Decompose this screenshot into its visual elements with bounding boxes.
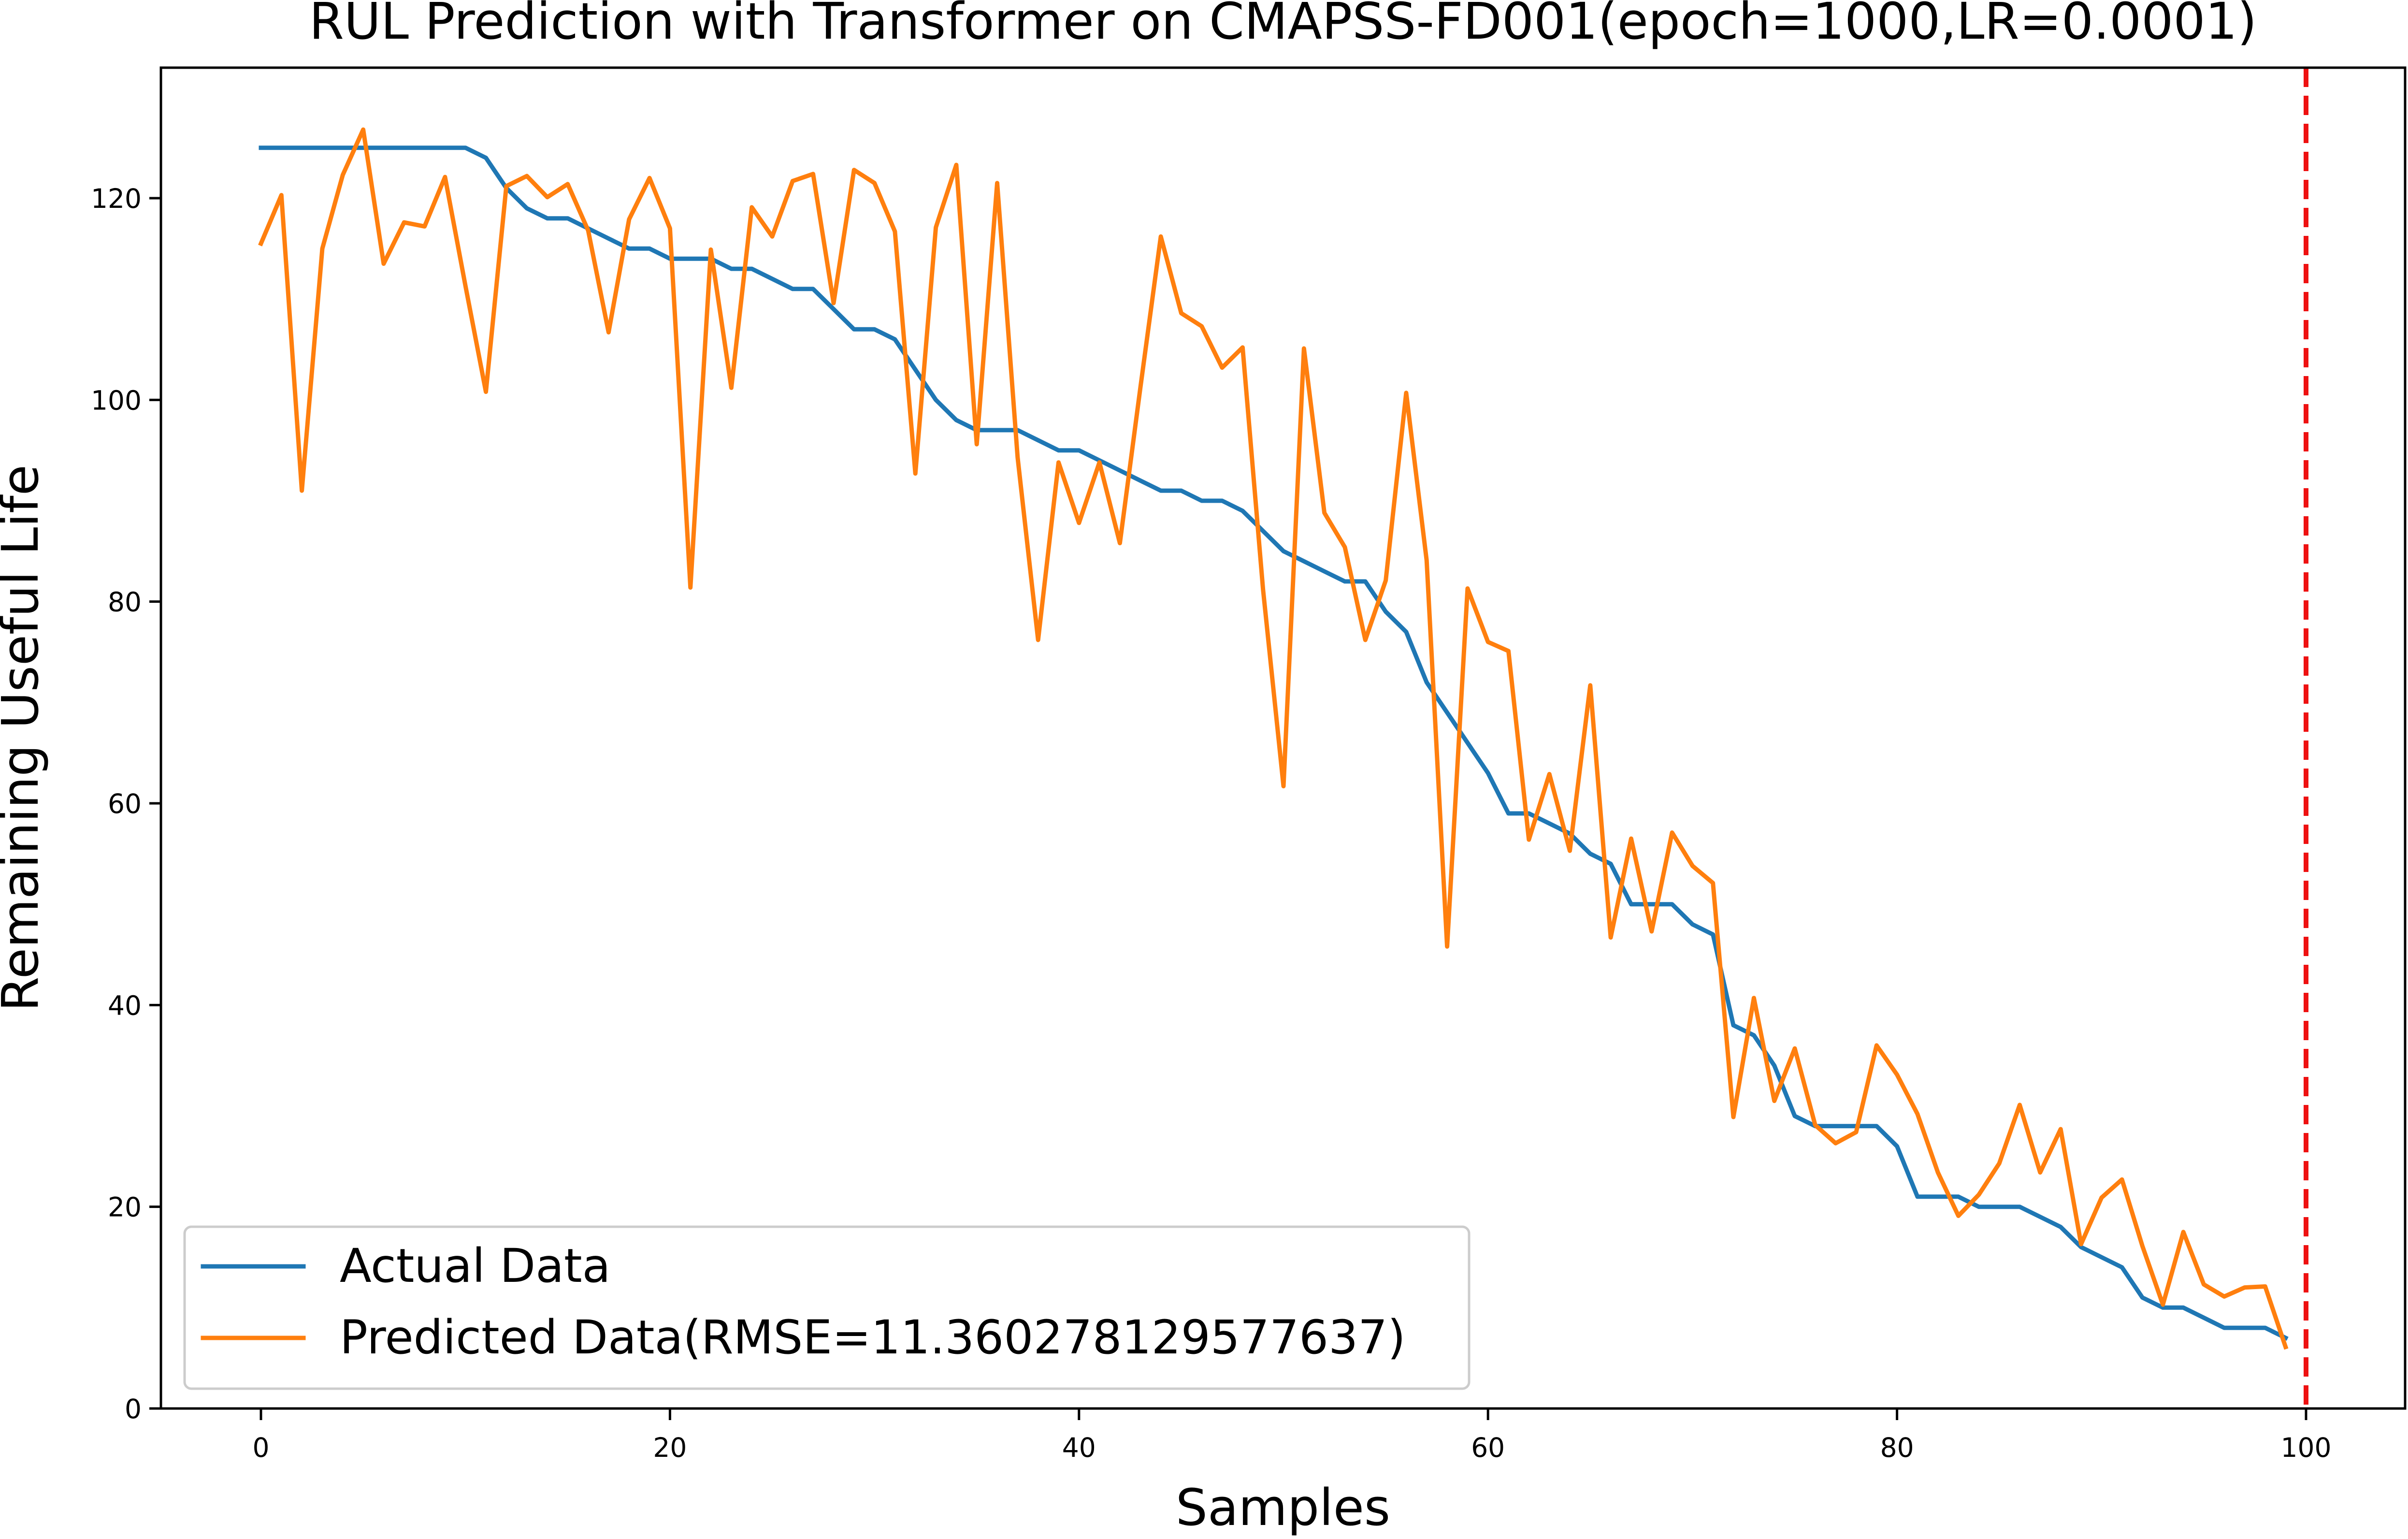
y-tick-label: 100 bbox=[91, 385, 142, 416]
x-axis-title: Samples bbox=[1176, 1478, 1390, 1537]
legend: Actual Data Predicted Data(RMSE=11.36027… bbox=[183, 1225, 1471, 1390]
x-tick-label: 60 bbox=[1471, 1432, 1505, 1463]
chart-title: RUL Prediction with Transformer on CMAPS… bbox=[309, 0, 2257, 51]
axis-ticks: 0 20 40 60 80 100 0 20 40 60 80 100 120 bbox=[91, 183, 2331, 1463]
legend-label-predicted: Predicted Data(RMSE=11.360278129577637) bbox=[340, 1310, 1406, 1365]
legend-box bbox=[183, 1225, 1471, 1390]
y-axis-title: Remaining Useful Life bbox=[0, 465, 50, 1012]
y-tick-label: 0 bbox=[125, 1394, 142, 1424]
y-tick-label: 80 bbox=[108, 587, 142, 618]
y-tick-label: 60 bbox=[108, 788, 142, 819]
y-tick-label: 20 bbox=[108, 1192, 142, 1223]
plot-area bbox=[258, 68, 2308, 1408]
x-tick-label: 80 bbox=[1880, 1432, 1914, 1463]
x-tick-label: 20 bbox=[653, 1432, 687, 1463]
axes-frame bbox=[159, 66, 2407, 1410]
x-tick-label: 100 bbox=[2281, 1432, 2332, 1463]
x-tick-label: 40 bbox=[1062, 1432, 1096, 1463]
series-line-predicted bbox=[258, 127, 2289, 1350]
x-tick-label: 0 bbox=[253, 1432, 270, 1463]
legend-label-actual: Actual Data bbox=[340, 1239, 610, 1293]
y-tick-label: 40 bbox=[108, 990, 142, 1021]
y-tick-label: 120 bbox=[91, 183, 142, 214]
